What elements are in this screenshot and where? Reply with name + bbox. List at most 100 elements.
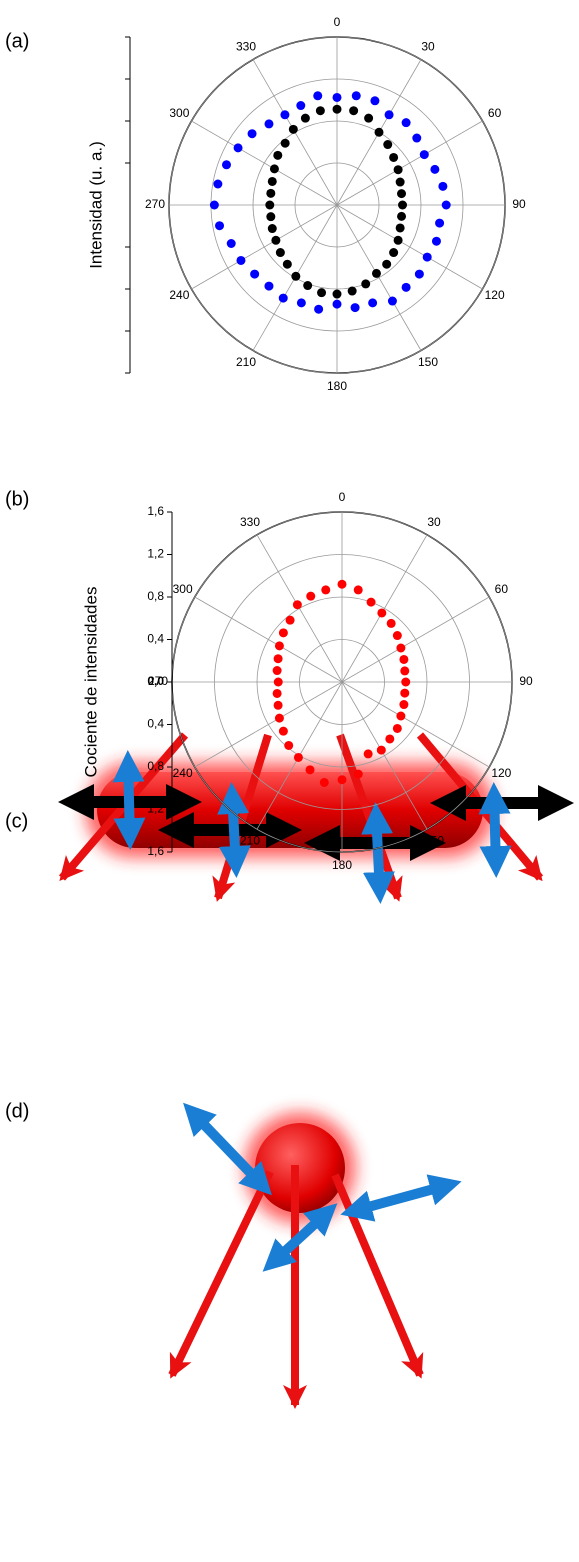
- data-point: [364, 114, 373, 123]
- data-point: [271, 236, 280, 245]
- angle-tick-label: 30: [427, 515, 441, 529]
- data-point: [284, 741, 293, 750]
- data-point: [301, 114, 310, 123]
- data-point: [333, 105, 342, 114]
- data-point: [354, 585, 363, 594]
- data-point: [283, 260, 292, 269]
- spoke: [342, 597, 489, 682]
- data-point: [248, 129, 257, 138]
- r-tick-label: 0,4: [147, 717, 164, 731]
- data-point: [210, 201, 219, 210]
- angle-tick-label: 60: [488, 106, 502, 120]
- r-tick-label: 0,8: [147, 759, 164, 773]
- angle-tick-label: 150: [424, 834, 444, 848]
- data-point: [286, 616, 295, 625]
- data-point: [396, 712, 405, 721]
- angle-tick-label: 240: [173, 766, 193, 780]
- data-point: [432, 237, 441, 246]
- angle-tick-label: 210: [236, 355, 256, 369]
- angle-tick-label: 0: [334, 15, 341, 29]
- data-point: [382, 260, 391, 269]
- r-tick-label: 1,6: [147, 844, 164, 858]
- angle-tick-label: 330: [236, 40, 256, 54]
- data-point: [317, 288, 326, 297]
- data-point: [396, 178, 405, 187]
- data-point: [361, 279, 370, 288]
- data-point: [375, 128, 384, 137]
- panel-label: (b): [5, 488, 29, 510]
- data-point: [333, 300, 342, 309]
- spoke: [192, 205, 337, 289]
- data-point: [274, 678, 283, 687]
- data-point: [306, 765, 315, 774]
- data-point: [394, 236, 403, 245]
- data-point: [370, 96, 379, 105]
- data-point: [368, 298, 377, 307]
- data-point: [264, 282, 273, 291]
- data-point: [389, 153, 398, 162]
- data-point: [348, 287, 357, 296]
- data-point: [385, 734, 394, 743]
- data-point: [400, 689, 409, 698]
- rod-diagram: [62, 735, 560, 898]
- data-point: [402, 283, 411, 292]
- spoke: [337, 205, 482, 289]
- data-point: [268, 177, 277, 186]
- data-point: [423, 253, 432, 262]
- data-point: [333, 290, 342, 299]
- data-point: [385, 110, 394, 119]
- data-point: [227, 239, 236, 248]
- panel-label: (d): [5, 1100, 29, 1122]
- data-point: [398, 201, 407, 210]
- data-point: [412, 134, 421, 143]
- data-point: [250, 270, 259, 279]
- r-tick-label: 0,4: [147, 632, 164, 646]
- data-point: [273, 666, 282, 675]
- data-point: [401, 678, 410, 687]
- data-point: [349, 106, 358, 115]
- data-point: [296, 101, 305, 110]
- data-point: [281, 139, 290, 148]
- data-point: [279, 727, 288, 736]
- spoke: [195, 682, 342, 767]
- page: {"chart_data": [ {"type": "polar-scatter…: [0, 0, 579, 1562]
- r-tick-label: 0,8: [147, 589, 164, 603]
- data-point: [293, 600, 302, 609]
- data-point: [215, 221, 224, 230]
- spoke: [192, 121, 337, 205]
- data-point: [273, 689, 282, 698]
- spoke: [195, 597, 342, 682]
- data-point: [393, 631, 402, 640]
- data-point: [377, 608, 386, 617]
- data-point: [383, 140, 392, 149]
- angle-tick-label: 60: [495, 582, 509, 596]
- data-point: [402, 118, 411, 127]
- data-point: [265, 201, 274, 210]
- data-point: [316, 106, 325, 115]
- data-point: [397, 212, 406, 221]
- angle-tick-label: 90: [512, 197, 526, 211]
- angle-tick-label: 120: [491, 766, 511, 780]
- data-point: [420, 150, 429, 159]
- data-point: [338, 775, 347, 784]
- data-point: [276, 248, 285, 257]
- data-point: [396, 223, 405, 232]
- data-point: [273, 151, 282, 160]
- data-point: [351, 303, 360, 312]
- data-point: [400, 666, 409, 675]
- data-point: [399, 655, 408, 664]
- spoke: [337, 121, 482, 205]
- data-point: [280, 110, 289, 119]
- data-point: [222, 160, 231, 169]
- data-point: [279, 294, 288, 303]
- data-point: [274, 701, 283, 710]
- data-point: [320, 778, 329, 787]
- angle-tick-label: 30: [421, 40, 435, 54]
- data-point: [266, 189, 275, 198]
- data-point: [313, 91, 322, 100]
- angle-tick-label: 240: [169, 288, 189, 302]
- data-point: [291, 272, 300, 281]
- data-point: [289, 125, 298, 134]
- angle-tick-label: 300: [173, 582, 193, 596]
- r-tick-label: 1,2: [147, 547, 164, 561]
